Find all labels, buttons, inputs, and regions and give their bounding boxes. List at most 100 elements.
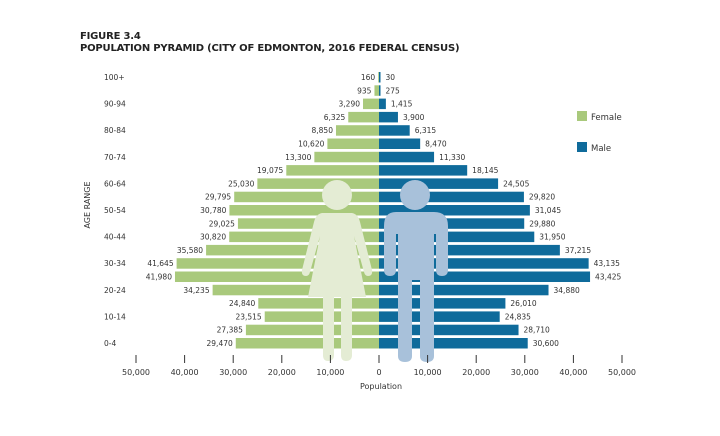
legend-label-male: Male — [591, 144, 611, 154]
y-axis-title: AGE RANGE — [83, 181, 92, 228]
x-axis-title: Population — [360, 382, 402, 391]
bar-female — [378, 72, 380, 83]
value-label-female: 30,820 — [200, 233, 226, 242]
value-label-male: 37,215 — [565, 246, 591, 255]
axes-layer: 100+ 90-94 80-84 70-74 60-64 50-54 40-44 30-34 2… — [104, 73, 636, 377]
value-label-male: 28,710 — [524, 326, 550, 335]
x-tick-label: 40,000 — [559, 368, 587, 377]
y-tick-label: 30-34 — [104, 259, 126, 268]
bar-male — [379, 191, 524, 203]
value-label-male: 1,415 — [391, 100, 413, 109]
bar-male — [379, 231, 535, 243]
bar-female — [234, 191, 379, 203]
bar-male — [379, 205, 530, 216]
y-tick-label: 80-84 — [104, 126, 126, 135]
value-label-male: 18,145 — [472, 166, 498, 175]
bar-female — [264, 311, 379, 322]
figure-label: FIGURE 3.4 — [80, 31, 141, 42]
bar-female — [206, 244, 379, 256]
x-tick-label: 20,000 — [268, 368, 296, 377]
value-label-female: 34,235 — [183, 286, 209, 295]
value-label-female: 25,030 — [228, 179, 254, 188]
legend-label-female: Female — [591, 113, 622, 123]
bar-female — [229, 205, 379, 216]
value-label-male: 29,820 — [529, 193, 555, 202]
bar-female — [237, 218, 379, 229]
value-label-male: 31,045 — [535, 206, 561, 215]
y-tick-label: 50-54 — [104, 206, 126, 215]
bar-male — [379, 138, 421, 149]
value-label-male: 24,505 — [503, 179, 529, 188]
value-label-female: 10,620 — [298, 140, 324, 149]
value-label-male: 43,135 — [594, 259, 620, 268]
bar-male — [379, 111, 398, 123]
bar-male — [379, 85, 381, 96]
bar-female — [258, 298, 379, 309]
bar-female — [212, 284, 379, 296]
value-label-female: 35,580 — [177, 246, 203, 255]
bar-female — [176, 258, 379, 269]
x-tick-label: 10,000 — [316, 368, 344, 377]
value-label-male: 24,835 — [505, 312, 531, 321]
bar-female — [327, 138, 379, 149]
bar-male — [379, 98, 386, 110]
bar-female — [257, 178, 379, 189]
bar-female — [335, 125, 379, 136]
bar-male — [379, 258, 589, 269]
value-label-male: 30 — [386, 73, 396, 82]
value-label-female: 8,850 — [312, 126, 334, 135]
y-tick-label: 0-4 — [104, 339, 116, 348]
value-labels-layer: 160 30 935 275 3,290 1,415 6,325 3,900 8,850 6,31… — [146, 73, 622, 348]
bar-male — [379, 165, 468, 176]
male-head-icon — [400, 180, 430, 210]
value-label-female: 3,290 — [339, 100, 361, 109]
value-label-male: 26,010 — [510, 299, 536, 308]
legend-swatch-female — [577, 111, 587, 121]
chart-title: POPULATION PYRAMID (CITY OF EDMONTON, 20… — [80, 43, 460, 54]
y-tick-label: 10-14 — [104, 312, 126, 321]
value-label-male: 30,600 — [533, 339, 559, 348]
legend: Female Male — [577, 111, 622, 154]
value-label-female: 23,515 — [235, 312, 261, 321]
value-label-female: 160 — [361, 73, 376, 82]
female-head-icon — [322, 180, 352, 210]
x-tick-label: 50,000 — [608, 368, 636, 377]
x-tick-label: 30,000 — [219, 368, 247, 377]
y-tick-label: 60-64 — [104, 179, 126, 188]
value-label-male: 34,880 — [554, 286, 580, 295]
y-tick-label: 20-24 — [104, 286, 126, 295]
bar-female — [348, 111, 379, 123]
female-body-icon — [301, 213, 373, 361]
legend-swatch-male — [577, 142, 587, 152]
value-label-female: 29,795 — [205, 193, 231, 202]
bar-female — [245, 324, 379, 336]
value-label-female: 27,385 — [217, 326, 243, 335]
value-label-female: 41,645 — [147, 259, 173, 268]
bar-male — [379, 125, 410, 136]
bar-female — [314, 151, 379, 163]
bar-male — [379, 244, 560, 256]
bar-male — [379, 311, 500, 322]
value-label-female: 24,840 — [229, 299, 255, 308]
value-label-male: 31,950 — [539, 233, 565, 242]
bar-female — [235, 338, 379, 349]
y-tick-label: 100+ — [104, 73, 125, 82]
bar-female — [286, 165, 379, 176]
value-label-female: 41,980 — [146, 273, 172, 282]
male-body-icon — [384, 212, 448, 362]
bar-male — [379, 298, 506, 309]
value-label-female: 13,300 — [285, 153, 311, 162]
bar-male — [379, 284, 549, 296]
bar-male — [379, 271, 591, 282]
silhouettes-layer — [301, 180, 448, 362]
bar-male — [379, 218, 525, 229]
value-label-female: 29,025 — [209, 219, 235, 228]
value-label-male: 43,425 — [595, 273, 621, 282]
value-label-female: 6,325 — [324, 113, 346, 122]
x-tick-label: 50,000 — [122, 368, 150, 377]
value-label-female: 30,780 — [200, 206, 226, 215]
bar-male — [379, 324, 519, 336]
bar-female — [229, 231, 379, 243]
bar-female — [363, 98, 379, 110]
